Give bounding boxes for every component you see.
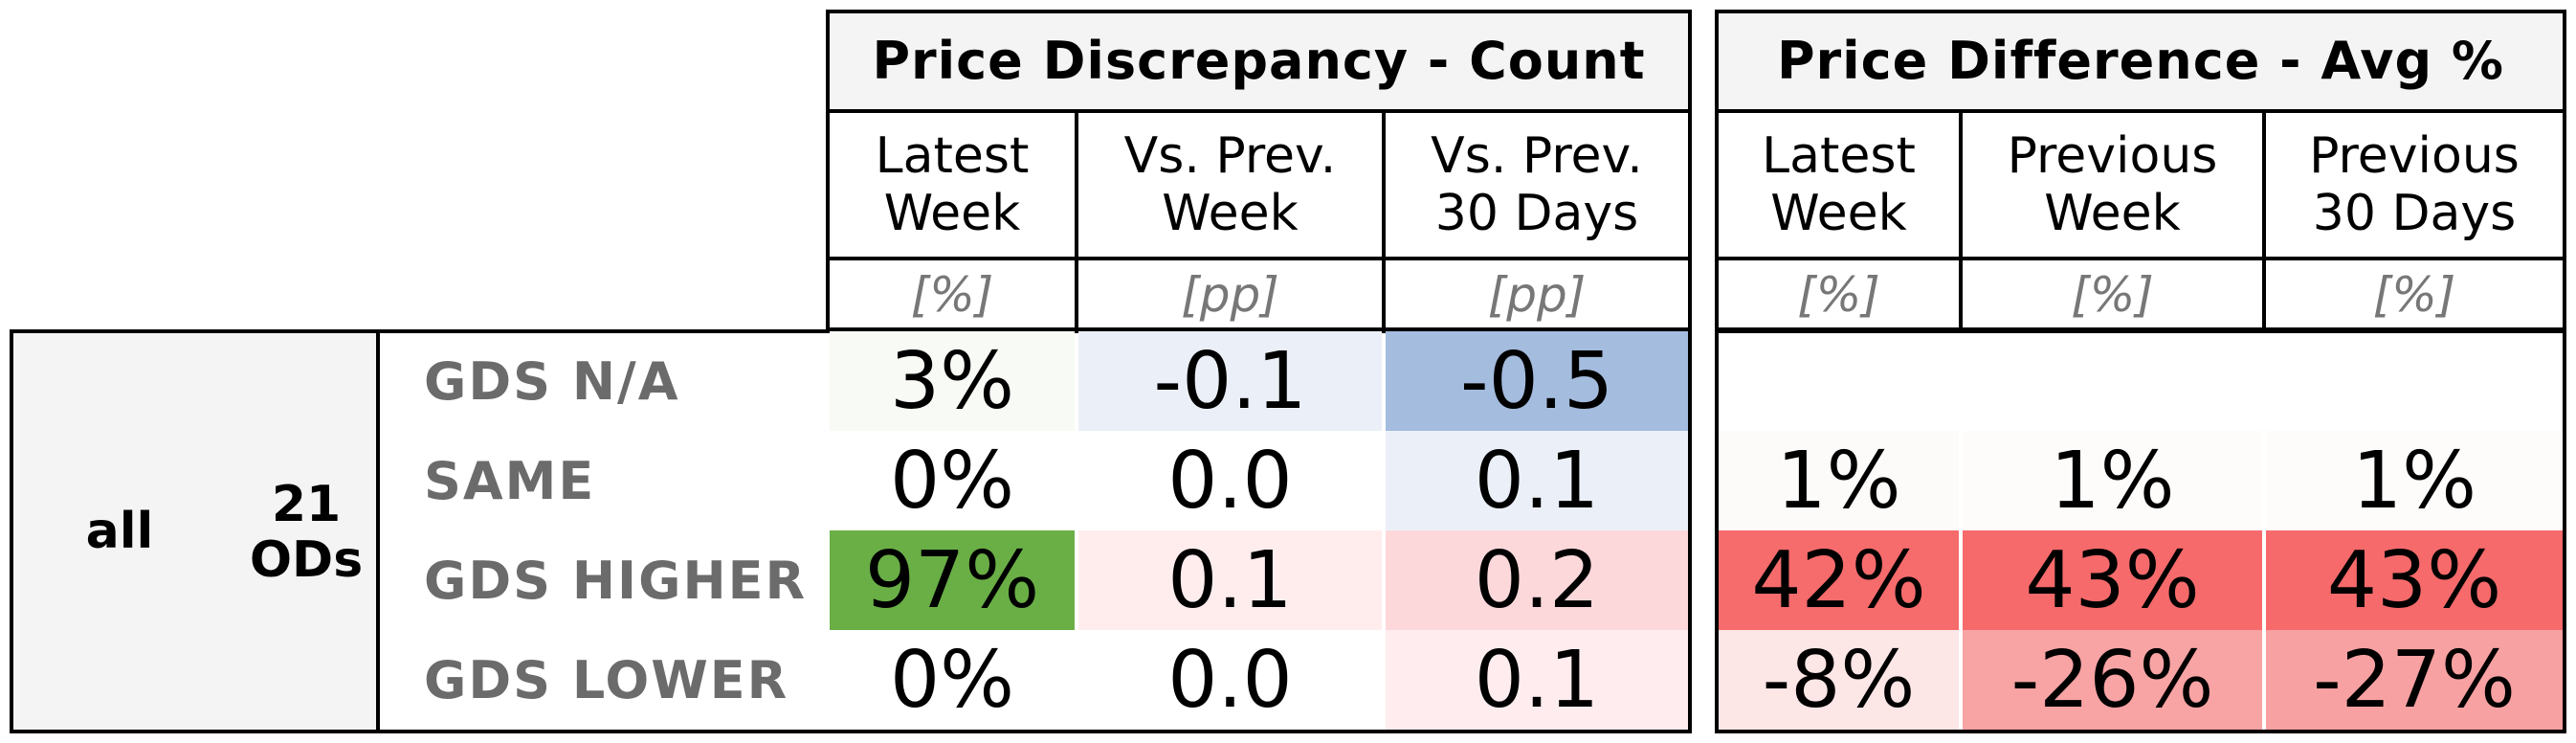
column-header: Vs. Prev. 30 Days bbox=[1431, 127, 1643, 242]
value-cell: 0.2 bbox=[1386, 530, 1688, 630]
value-cell: 43% bbox=[1963, 530, 2262, 630]
column-unit: [%] bbox=[1797, 267, 1880, 323]
group-panel bbox=[11, 331, 378, 732]
column-unit: [pp] bbox=[1181, 267, 1279, 323]
value-cell: 1% bbox=[1719, 431, 1959, 530]
value-cell: 0.1 bbox=[1386, 630, 1688, 730]
value-cell: 0.0 bbox=[1078, 431, 1382, 530]
panel-rule bbox=[1717, 257, 2565, 260]
group-count-value: 21 bbox=[271, 476, 342, 533]
row-label: GDS HIGHER bbox=[424, 550, 808, 611]
group-count-unit: ODs bbox=[249, 531, 364, 589]
value-cell: 0.1 bbox=[1386, 431, 1688, 530]
value-cell bbox=[1963, 331, 2262, 431]
panel-body-border bbox=[1688, 329, 1692, 733]
value-cell: -8% bbox=[1719, 630, 1959, 730]
column-unit: [%] bbox=[2372, 267, 2456, 323]
column-unit: [%] bbox=[2071, 267, 2154, 323]
group-divider bbox=[376, 329, 380, 733]
group-count: 21 ODs bbox=[239, 471, 373, 594]
value-cell: 1% bbox=[2266, 431, 2563, 530]
column-unit: [%] bbox=[910, 267, 994, 323]
panel-rule bbox=[828, 257, 1690, 260]
value-cell: -26% bbox=[1963, 630, 2262, 730]
group-label: all bbox=[85, 503, 154, 560]
column-header: Previous Week bbox=[2007, 127, 2218, 242]
column-divider bbox=[2262, 111, 2266, 331]
column-unit: [pp] bbox=[1487, 267, 1587, 323]
column-header: Vs. Prev. Week bbox=[1123, 127, 1337, 242]
panel-title: Price Difference - Avg % bbox=[1717, 10, 2565, 111]
value-cell: 3% bbox=[830, 331, 1075, 431]
value-cell: 1% bbox=[1963, 431, 2262, 530]
value-cell: 42% bbox=[1719, 530, 1959, 630]
panel-border bbox=[1715, 10, 2566, 331]
column-header: Previous 30 Days bbox=[2309, 127, 2520, 242]
panel-title: Price Discrepancy - Count bbox=[828, 10, 1690, 111]
value-cell: -0.5 bbox=[1386, 331, 1688, 431]
column-header: Latest Week bbox=[875, 127, 1030, 242]
value-cell: 97% bbox=[830, 530, 1075, 630]
column-divider bbox=[1075, 111, 1078, 331]
column-header: Latest Week bbox=[1762, 127, 1916, 242]
value-cell: 0% bbox=[830, 630, 1075, 730]
value-cell: 43% bbox=[2266, 530, 2563, 630]
value-cell: 0.0 bbox=[1078, 630, 1382, 730]
panel-rule bbox=[1717, 109, 2565, 113]
panel-border bbox=[826, 10, 1692, 331]
panel-rule bbox=[828, 109, 1690, 113]
value-cell bbox=[1719, 331, 1959, 431]
row-label: GDS LOWER bbox=[424, 649, 789, 710]
column-divider bbox=[1959, 111, 1963, 331]
panel-body-border bbox=[1715, 329, 2566, 733]
value-cell: -0.1 bbox=[1078, 331, 1382, 431]
value-cell: -27% bbox=[2266, 630, 2563, 730]
column-divider bbox=[1382, 111, 1386, 331]
value-cell: 0.1 bbox=[1078, 530, 1382, 630]
row-label: GDS N/A bbox=[424, 350, 680, 412]
row-label: SAME bbox=[424, 450, 596, 511]
value-cell: 0% bbox=[830, 431, 1075, 530]
value-cell bbox=[2266, 331, 2563, 431]
